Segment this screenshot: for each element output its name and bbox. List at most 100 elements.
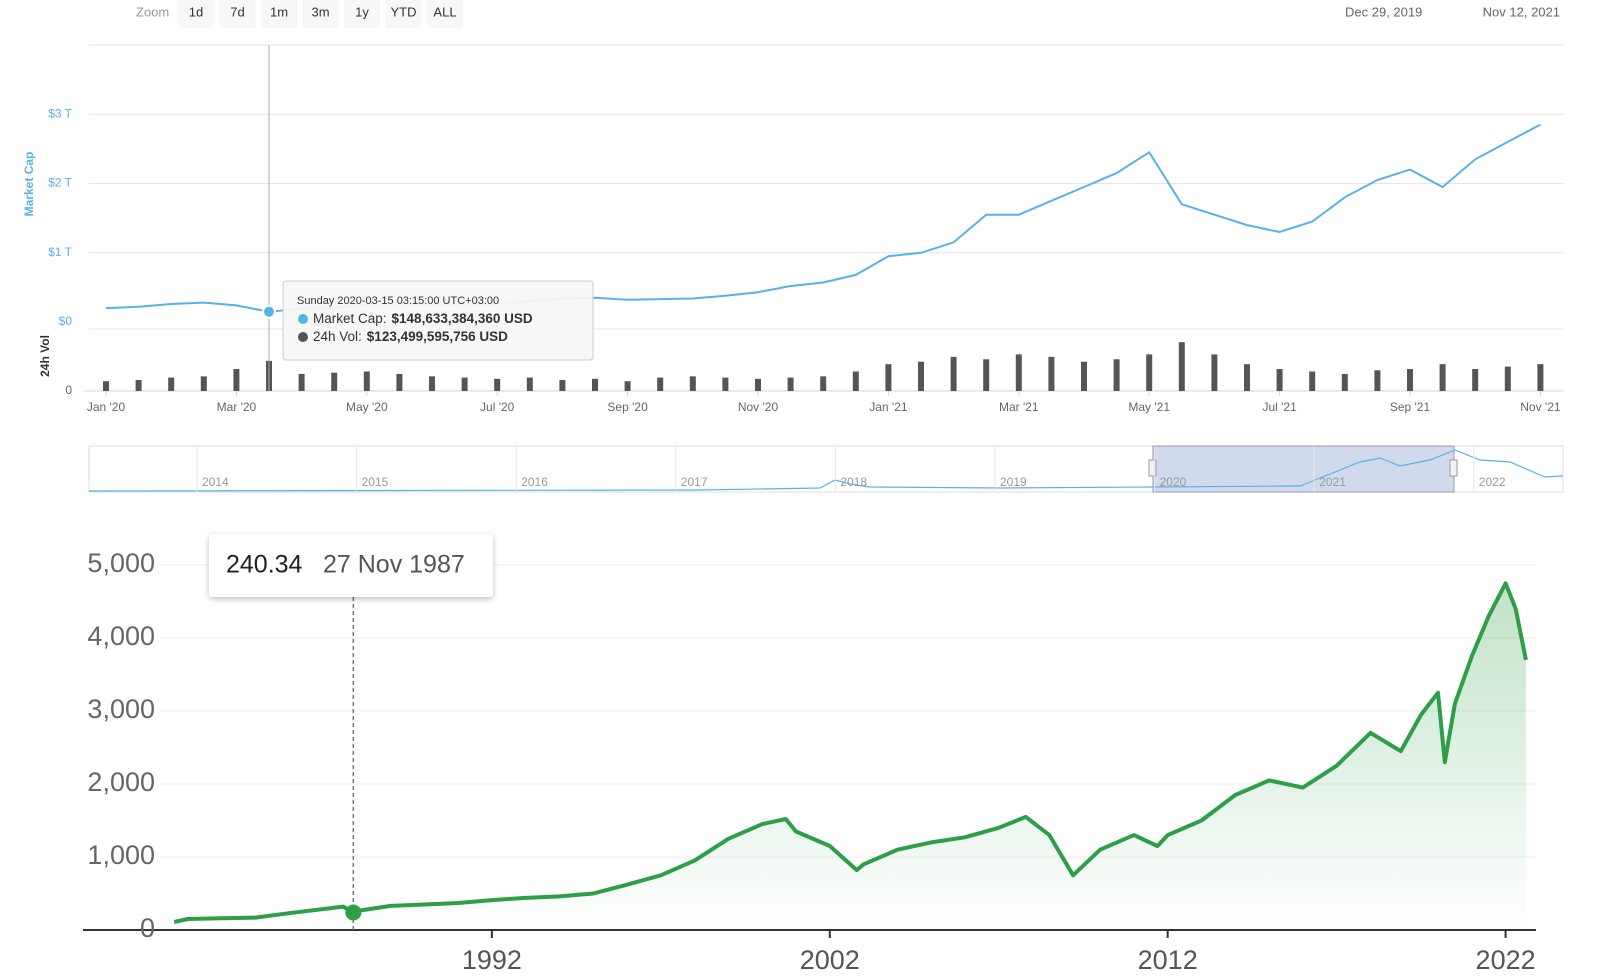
zoom-button-label[interactable]: 3m bbox=[311, 4, 329, 19]
zoom-button[interactable] bbox=[427, 0, 463, 28]
x-tick-label: May '20 bbox=[346, 400, 388, 414]
zoom-button-label[interactable]: ALL bbox=[433, 4, 456, 19]
tooltip-label: Market Cap: bbox=[313, 311, 387, 326]
zoom-button-label[interactable]: 1y bbox=[355, 4, 369, 19]
date-to: Nov 12, 2021 bbox=[1483, 4, 1560, 19]
navigator-label: 2019 bbox=[1000, 475, 1027, 489]
volume-bar bbox=[755, 378, 761, 391]
zoom-button[interactable] bbox=[178, 0, 214, 28]
navigator-label: 2016 bbox=[521, 475, 548, 489]
volume-bar bbox=[331, 372, 338, 391]
zoom-button-label[interactable]: YTD bbox=[391, 4, 417, 19]
tooltip-line: Market Cap: $148,633,384,360 USD bbox=[313, 311, 533, 326]
volume-bar bbox=[168, 377, 175, 391]
volume-bar bbox=[494, 378, 501, 391]
navigator-handle[interactable] bbox=[1449, 459, 1458, 477]
tooltip-value: $148,633,384,360 USD bbox=[392, 311, 533, 326]
x-tick-label: Mar '20 bbox=[217, 400, 257, 414]
navigator-label: 2018 bbox=[840, 475, 867, 489]
volume-bar bbox=[1341, 373, 1348, 391]
x-tick-label: 2012 bbox=[1138, 945, 1198, 975]
volume-bar bbox=[396, 373, 403, 391]
y-tick-label: $1 T bbox=[48, 245, 72, 259]
navigator-handle[interactable] bbox=[1148, 459, 1157, 477]
volume-bar bbox=[722, 377, 729, 391]
navigator-label: 2021 bbox=[1319, 475, 1346, 489]
tooltip-marker bbox=[298, 314, 308, 324]
volume-bar bbox=[689, 376, 696, 391]
tooltip-box bbox=[209, 534, 493, 597]
volume-bar bbox=[820, 376, 827, 391]
zoom-button[interactable] bbox=[344, 0, 380, 28]
x-tick-label: Sep '21 bbox=[1390, 400, 1431, 414]
y-tick-label: 0 bbox=[140, 913, 155, 943]
navigator-label: 2017 bbox=[681, 475, 708, 489]
volume-bar bbox=[1146, 354, 1153, 391]
volume-bar bbox=[592, 378, 598, 391]
zoom-button[interactable] bbox=[261, 0, 297, 28]
x-tick-label: Jul '21 bbox=[1262, 400, 1297, 414]
y-tick-label: 2,000 bbox=[87, 767, 155, 797]
volume-bar bbox=[1276, 369, 1283, 391]
tooltip-line: 24h Vol: $123,499,595,756 USD bbox=[313, 329, 508, 344]
navigator-label: 2020 bbox=[1160, 475, 1187, 489]
volume-bar bbox=[298, 373, 305, 391]
volume-bar bbox=[1309, 371, 1316, 391]
volume-bar bbox=[1048, 356, 1055, 391]
y-tick-label: $3 T bbox=[48, 106, 72, 120]
volume-bar bbox=[233, 369, 240, 391]
tooltip-marker bbox=[298, 332, 308, 342]
x-tick-label: 2002 bbox=[800, 945, 860, 975]
y2-axis-title: 24h Vol bbox=[38, 335, 52, 377]
tooltip-value: 240.34 bbox=[226, 551, 303, 579]
zoom-button-label[interactable]: 1m bbox=[270, 4, 288, 19]
x-tick-label: Nov '20 bbox=[738, 400, 779, 414]
zoom-button[interactable] bbox=[385, 0, 422, 28]
date-from: Dec 29, 2019 bbox=[1345, 4, 1422, 19]
zoom-label: Zoom bbox=[136, 4, 169, 19]
zoom-button[interactable] bbox=[302, 0, 339, 28]
price-line bbox=[173, 581, 1528, 924]
navigator-label: 2022 bbox=[1479, 475, 1506, 489]
volume-bar bbox=[1439, 364, 1446, 391]
y-tick-label: $2 T bbox=[48, 176, 72, 190]
volume-bar bbox=[461, 377, 468, 391]
volume-bar bbox=[1015, 354, 1022, 391]
x-tick-label: May '21 bbox=[1128, 400, 1170, 414]
hover-point bbox=[262, 304, 276, 319]
x-tick-label: Sep '20 bbox=[607, 400, 648, 414]
volume-bar bbox=[1407, 369, 1413, 391]
volume-bar bbox=[363, 371, 370, 391]
y2-tick-label: 0 bbox=[65, 383, 72, 397]
navigator bbox=[88, 445, 1564, 493]
volume-bar bbox=[918, 361, 924, 391]
y-tick-label: 3,000 bbox=[87, 694, 155, 724]
volume-bar bbox=[559, 380, 566, 391]
x-tick-label: Jan '20 bbox=[87, 400, 126, 414]
volume-bar bbox=[885, 364, 892, 391]
volume-bar bbox=[429, 376, 435, 391]
x-tick-label: 1992 bbox=[462, 945, 522, 975]
tooltip-label: 24h Vol: bbox=[313, 329, 362, 344]
tooltip-value: $123,499,595,756 USD bbox=[367, 329, 508, 344]
tooltip-date: Sunday 2020-03-15 03:15:00 UTC+03:00 bbox=[297, 295, 499, 307]
y-tick-label: 5,000 bbox=[87, 548, 155, 578]
volume-bar bbox=[1211, 354, 1218, 391]
hover-point bbox=[345, 904, 362, 921]
volume-bar bbox=[1081, 361, 1087, 391]
volume-bar bbox=[103, 381, 109, 391]
zoom-button-label[interactable]: 7d bbox=[230, 4, 244, 19]
zoom-button-label[interactable]: 1d bbox=[189, 4, 203, 19]
volume-bar bbox=[1472, 369, 1479, 391]
volume-bar bbox=[526, 377, 533, 391]
tooltip-date: 27 Nov 1987 bbox=[323, 551, 465, 579]
y-tick-label: 1,000 bbox=[87, 840, 155, 870]
navigator-label: 2014 bbox=[202, 475, 229, 489]
volume-bar bbox=[200, 376, 207, 391]
zoom-button[interactable] bbox=[219, 0, 256, 28]
x-tick-label: Jan '21 bbox=[869, 400, 908, 414]
volume-bar bbox=[135, 380, 142, 391]
volume-bar bbox=[1504, 366, 1511, 391]
y-tick-label: 4,000 bbox=[87, 621, 155, 651]
